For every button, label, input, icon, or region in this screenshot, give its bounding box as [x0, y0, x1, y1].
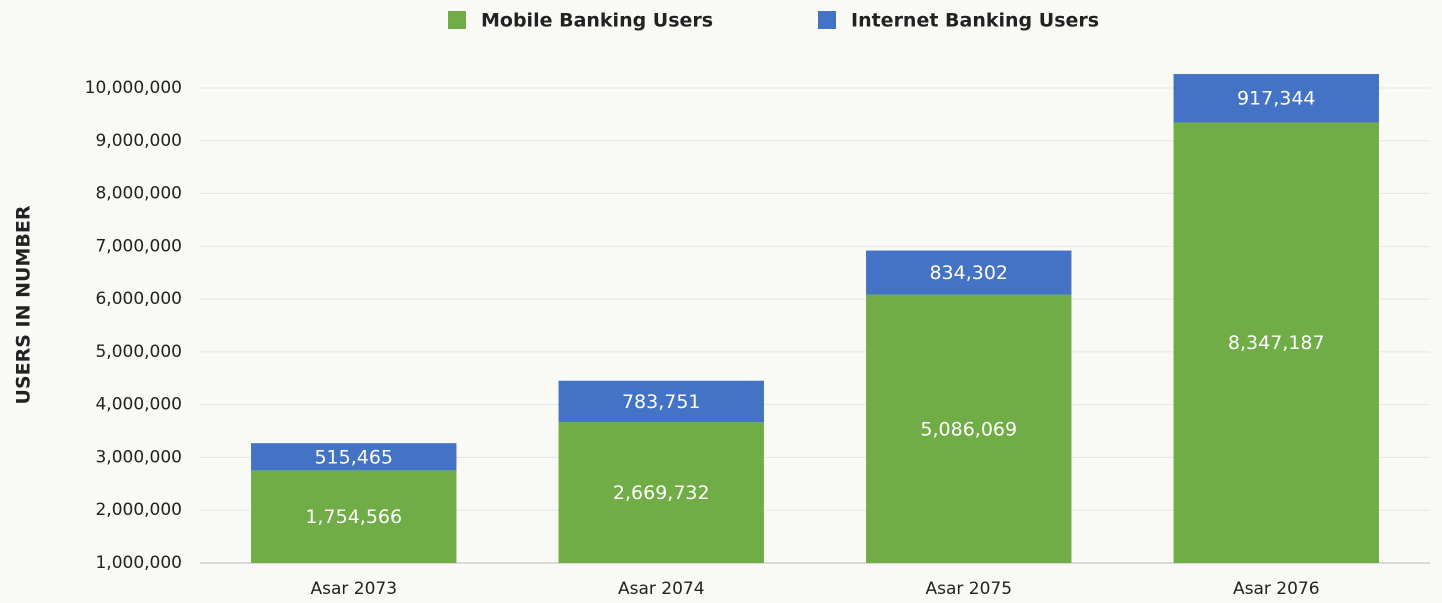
value-label: 515,465 [314, 446, 393, 468]
x-tick-label: Asar 2075 [925, 579, 1012, 599]
y-tick-label: 1,000,000 [95, 553, 182, 573]
legend-swatch [448, 11, 466, 29]
y-tick-label: 6,000,000 [95, 289, 182, 309]
bar-segment [866, 294, 1072, 563]
legend-label: Mobile Banking Users [481, 10, 713, 32]
y-tick-label: 8,000,000 [95, 184, 182, 204]
bar-segment [866, 250, 1072, 295]
y-tick-label: 7,000,000 [95, 236, 182, 256]
value-label: 917,344 [1237, 88, 1316, 110]
value-label: 5,086,069 [920, 418, 1017, 440]
bar-segment [1173, 74, 1379, 123]
bar-segment [558, 422, 764, 563]
x-tick-label: Asar 2076 [1233, 579, 1320, 599]
value-label: 8,347,187 [1228, 332, 1325, 354]
value-label: 834,302 [929, 262, 1008, 284]
value-label: 2,669,732 [613, 482, 710, 504]
y-tick-label: 2,000,000 [95, 500, 182, 520]
bar-segment [251, 443, 457, 471]
y-tick-label: 9,000,000 [95, 131, 182, 151]
y-tick-label: 4,000,000 [95, 395, 182, 415]
legend-label: Internet Banking Users [851, 10, 1099, 32]
legend-swatch [818, 11, 836, 29]
bar-segment [251, 470, 457, 563]
bar-segment [1173, 122, 1379, 564]
y-tick-label: 10,000,000 [85, 78, 182, 98]
y-axis-label: USERS IN NUMBER [13, 205, 35, 404]
x-tick-label: Asar 2073 [310, 579, 397, 599]
x-tick-label: Asar 2074 [618, 579, 705, 599]
value-label: 1,754,566 [305, 506, 402, 528]
value-label: 783,751 [622, 391, 701, 413]
y-tick-label: 3,000,000 [95, 447, 182, 467]
y-tick-label: 5,000,000 [95, 342, 182, 362]
bar-segment [558, 380, 764, 423]
